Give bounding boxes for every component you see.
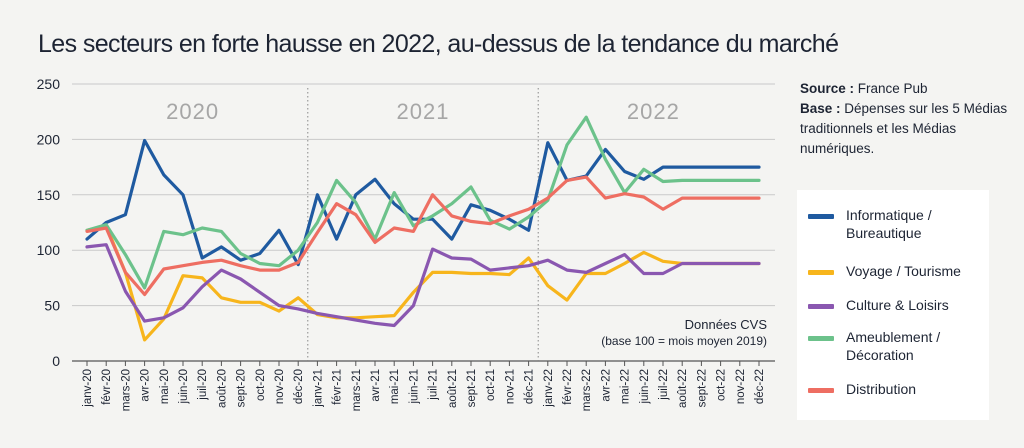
x-tick-label: sept-21 [466, 369, 478, 407]
chart-legend: Informatique / Bureautique Voyage / Tour… [797, 190, 989, 420]
series-line-voyage-tourisme [85, 224, 761, 342]
x-tick-label: nov-21 [504, 369, 516, 404]
source-note: Source : France Pub Base : Dépenses sur … [800, 79, 1015, 159]
legend-label-distribution: Distribution [846, 381, 917, 397]
cvs-note-line-1: Données CVS [685, 317, 768, 332]
x-tick-label: janv-20 [82, 369, 94, 408]
legend-swatch-voyage [808, 270, 834, 275]
source-value: France Pub [857, 81, 928, 96]
x-tick-label: août-22 [677, 369, 689, 408]
legend-label-voyage: Voyage / Tourisme [846, 263, 961, 279]
x-tick-label: juin-22 [639, 369, 651, 405]
x-tick-label: août-21 [447, 369, 459, 408]
legend-swatch-ameublement [808, 336, 834, 341]
x-tick-label: août-20 [216, 369, 228, 408]
base-label: Base : [800, 101, 841, 116]
source-label: Source : [800, 81, 855, 96]
series-line-culture-loisirs [85, 243, 761, 328]
x-tick-label: juin-20 [178, 369, 190, 405]
legend-label-informatique: Informatique / Bureautique [846, 207, 932, 241]
x-tick-label: nov-20 [274, 369, 286, 404]
x-tick-label: sept-22 [696, 369, 708, 407]
x-tick-label: févr-20 [101, 369, 113, 405]
x-tick-label: déc-22 [754, 369, 766, 404]
y-tick-label: 0 [52, 353, 60, 369]
legend-label-culture: Culture & Loisirs [846, 297, 949, 313]
legend-swatch-distribution [808, 388, 834, 393]
y-tick-label: 150 [37, 187, 61, 203]
x-tick-label: déc-21 [524, 369, 536, 404]
year-label: 2021 [397, 99, 450, 124]
y-tick-label: 50 [44, 298, 60, 314]
x-tick-label: mai-20 [159, 369, 171, 404]
year-label: 2022 [627, 99, 680, 124]
series-line-informatique-bureautique [85, 138, 761, 267]
x-tick-label: juil-20 [197, 369, 209, 401]
x-tick-label: oct-22 [716, 369, 728, 401]
x-tick-label: janv-22 [543, 369, 555, 408]
legend-swatch-culture [808, 304, 834, 309]
x-tick-label: sept-20 [236, 369, 248, 407]
x-tick-label: déc-20 [293, 369, 305, 404]
x-tick-label: mai-22 [620, 369, 632, 404]
x-tick-label: avr-22 [600, 369, 612, 402]
y-tick-label: 250 [37, 76, 61, 92]
legend-label-ameublement: Ameublement / Décoration [846, 329, 941, 363]
series-line-ameublement-d-coration [85, 115, 761, 290]
chart-title: Les secteurs en forte hausse en 2022, au… [38, 30, 839, 58]
series-line-distribution [85, 175, 761, 297]
x-tick-label: févr-22 [562, 369, 574, 405]
x-tick-label: juil-22 [658, 369, 670, 401]
y-tick-label: 200 [37, 131, 61, 147]
x-tick-label: nov-22 [735, 369, 747, 404]
legend-swatch-informatique [808, 214, 834, 219]
x-tick-label: mai-21 [389, 369, 401, 404]
year-label: 2020 [166, 99, 219, 124]
x-tick-label: juil-21 [428, 369, 440, 401]
base-value: Dépenses sur les 5 Médias traditionnels … [800, 101, 1008, 156]
x-tick-label: juin-21 [408, 369, 420, 405]
x-tick-label: janv-21 [312, 369, 324, 408]
x-tick-label: oct-20 [255, 369, 267, 401]
x-tick-label: mars-21 [351, 369, 363, 411]
x-tick-label: oct-21 [485, 369, 497, 401]
x-tick-label: mars-20 [120, 369, 132, 411]
y-tick-label: 100 [37, 242, 61, 258]
x-tick-label: avr-21 [370, 369, 382, 402]
x-tick-label: févr-21 [332, 369, 344, 405]
cvs-note-line-2: (base 100 = mois moyen 2019) [601, 334, 767, 348]
x-tick-label: mars-22 [581, 369, 593, 411]
x-tick-label: avr-20 [140, 369, 152, 402]
